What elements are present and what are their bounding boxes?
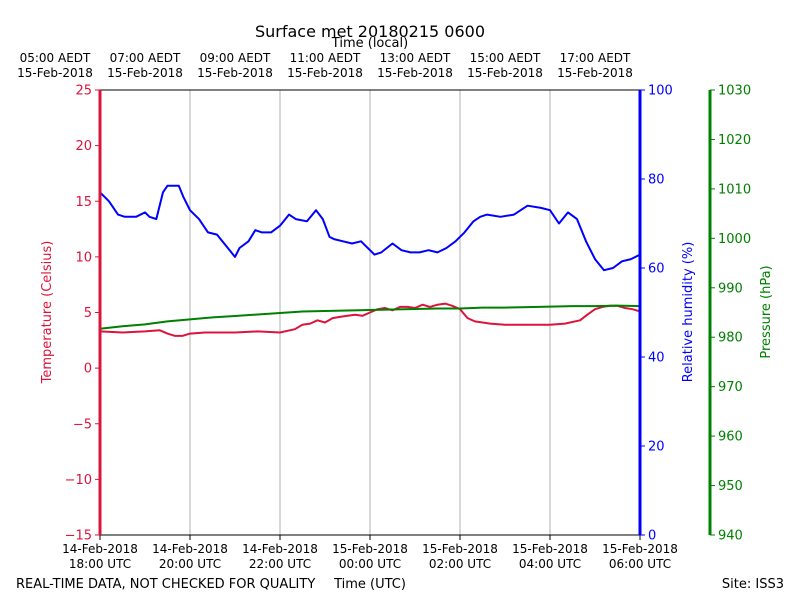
x-tick-label-date: 15-Feb-2018 [332,542,408,556]
top-tick-label-time: 17:00 AEDT [560,51,631,65]
pressure-series-line [99,304,641,330]
top-tick-label-date: 15-Feb-2018 [17,66,93,80]
pressure-tick-label: 1030 [718,84,751,99]
top-tick-label-date: 15-Feb-2018 [377,66,453,80]
temperature-tick-label: 0 [84,362,92,377]
humidity-tick-label: 20 [648,440,665,455]
humidity-series-line [99,184,641,272]
pressure-tick-label: 1000 [718,232,751,247]
x-axis-label: Time (UTC) [333,577,406,592]
footer-site: Site: ISS3 [722,577,784,592]
temperature-tick-label: −5 [73,417,92,432]
pressure-tick-label: 950 [718,479,743,494]
top-tick-label-time: 07:00 AEDT [110,51,181,65]
pressure-tick-label: 980 [718,331,743,346]
pressure-tick-label: 1020 [718,133,751,148]
pressure-axis-label: Pressure (hPa) [759,265,774,358]
x-tick-label-time: 06:00 UTC [609,557,671,571]
top-tick-label-time: 05:00 AEDT [20,51,91,65]
x-tick-label-date: 14-Feb-2018 [152,542,228,556]
temperature-tick-label: −10 [65,473,92,488]
x-tick-label-time: 04:00 UTC [519,557,581,571]
top-tick-label-date: 15-Feb-2018 [107,66,183,80]
x-tick-label-date: 15-Feb-2018 [602,542,678,556]
humidity-tick-label: 40 [648,351,665,366]
temperature-tick-label: 20 [75,139,92,154]
temperature-tick-label: 15 [75,195,92,210]
humidity-axis-label: Relative humidity (%) [681,242,696,383]
x-tick-label-time: 00:00 UTC [339,557,401,571]
humidity-tick-label: 0 [648,529,656,544]
temperature-tick-label: 10 [75,250,92,265]
chart-title: Surface met 20180215 0600 [255,22,485,41]
temperature-tick-label: −15 [65,529,92,544]
pressure-tick-label: 960 [718,430,743,445]
humidity-tick-label: 100 [648,84,673,99]
x-tick-label-time: 18:00 UTC [69,557,131,571]
pressure-tick-label: 1010 [718,182,751,197]
pressure-tick-label: 940 [718,529,743,544]
pressure-tick-label: 970 [718,380,743,395]
x-tick-label-date: 15-Feb-2018 [422,542,498,556]
top-tick-label-date: 15-Feb-2018 [467,66,543,80]
top-tick-label-date: 15-Feb-2018 [197,66,273,80]
top-axis-label: Time (local) [331,36,408,51]
humidity-tick-label: 80 [648,173,665,188]
temperature-axis-label: Temperature (Celsius) [40,241,55,385]
footer-quality-note: REAL-TIME DATA, NOT CHECKED FOR QUALITY [16,577,315,592]
pressure-tick-label: 990 [718,281,743,296]
top-tick-label-time: 13:00 AEDT [380,51,451,65]
x-tick-label-date: 14-Feb-2018 [242,542,318,556]
series-layer [99,184,641,337]
top-tick-label-date: 15-Feb-2018 [287,66,363,80]
top-tick-label-date: 15-Feb-2018 [557,66,633,80]
temperature-tick-label: 25 [75,84,92,99]
x-tick-label-time: 02:00 UTC [429,557,491,571]
x-tick-label-time: 20:00 UTC [159,557,221,571]
x-tick-label-time: 22:00 UTC [249,557,311,571]
temperature-tick-label: 5 [84,306,92,321]
top-tick-label-time: 15:00 AEDT [470,51,541,65]
x-tick-label-date: 15-Feb-2018 [512,542,588,556]
top-tick-label-time: 11:00 AEDT [290,51,361,65]
humidity-tick-label: 60 [648,262,665,277]
x-tick-label-date: 14-Feb-2018 [62,542,138,556]
top-tick-label-time: 09:00 AEDT [200,51,271,65]
